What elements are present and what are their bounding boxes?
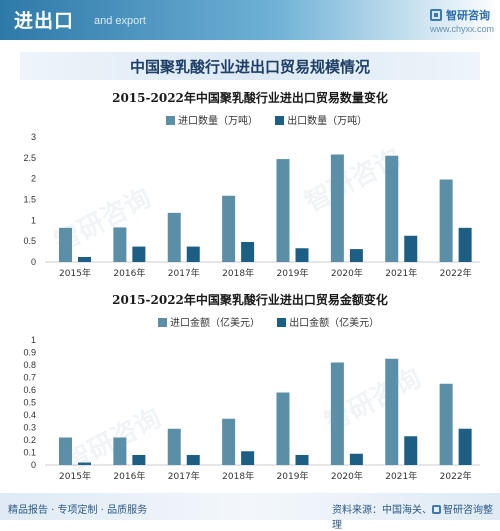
legend-label-import: 进口数量（万吨）: [178, 116, 258, 127]
bar-import: [330, 154, 344, 262]
x-tick-label: 2019年: [277, 267, 309, 279]
legend-swatch-import: [166, 116, 175, 125]
bar-import: [439, 179, 453, 262]
y-tick-label: 0: [31, 257, 36, 267]
y-tick-label: 0.6: [23, 385, 36, 395]
x-tick-label: 2015年: [59, 267, 91, 279]
chart-2-value: 0 0.1 0.2 0.3 0.4 0.5 0.6 0.7 0.8 0.9 1 2015年 2016年 2…: [23, 335, 480, 482]
bar-import: [167, 212, 181, 262]
bar-import: [276, 159, 290, 262]
bar-import: [330, 362, 344, 465]
chart-2-title: 2015-2022年中国聚乳酸行业进出口贸易金额变化: [112, 293, 388, 307]
y-tick-label: 0.3: [23, 423, 36, 433]
bar-export: [404, 235, 418, 262]
legend-label-export: 出口数量（万吨）: [287, 116, 368, 127]
y-tick-label: 0.4: [23, 410, 36, 420]
x-tick-label: 2018年: [222, 470, 254, 482]
header-banner: 进出口 and export 智研咨询 www.chyxx.com: [0, 0, 500, 40]
bar-export: [458, 227, 472, 262]
legend-label-import: 进口金额（亿美元）: [170, 318, 260, 329]
bar-export: [78, 257, 91, 262]
x-tick-label: 2021年: [385, 267, 417, 279]
x-tick-label: 2016年: [113, 470, 145, 482]
bar-import: [59, 227, 72, 262]
x-tick-label: 2015年: [59, 470, 91, 482]
x-tick-label: 2020年: [331, 470, 363, 482]
y-tick-label: 0.5: [23, 236, 36, 246]
chart-1-title: 2015-2022年中国聚乳酸行业进出口贸易数量变化: [112, 91, 388, 105]
bar-export: [186, 246, 200, 262]
y-tick-label: 0.9: [23, 348, 36, 358]
legend-label-export: 出口金额（亿美元）: [289, 318, 380, 329]
legend-item-export: 出口金额（亿美元）: [277, 318, 379, 329]
bar-import: [439, 383, 453, 465]
bar-import: [167, 428, 181, 465]
brand-name: 智研咨询: [446, 9, 490, 22]
bar-export: [349, 249, 363, 262]
x-tick-label: 2019年: [277, 470, 309, 482]
bar-export: [404, 436, 418, 465]
footer-slogan: 精品报告 · 专项定制 · 品质服务: [8, 505, 148, 516]
bar-export: [132, 246, 146, 262]
y-tick-label: 0.8: [23, 360, 36, 370]
bar-export: [295, 248, 309, 262]
chart-1-legend: 进口数量（万吨） 出口数量（万吨）: [166, 112, 381, 127]
legend-item-export: 出口数量（万吨）: [275, 116, 367, 127]
y-tick-label: 2.5: [23, 153, 36, 163]
legend-item-import: 进口金额（亿美元）: [158, 318, 260, 329]
x-tick-label: 2017年: [168, 470, 200, 482]
y-tick-label: 1: [31, 335, 36, 345]
bar-export: [349, 453, 363, 465]
bar-import: [222, 195, 236, 262]
y-tick-label: 0.2: [23, 435, 36, 445]
x-tick-label: 2022年: [440, 267, 472, 279]
bar-export: [78, 462, 91, 465]
x-tick-label: 2020年: [331, 267, 363, 279]
bar-export: [241, 451, 255, 465]
main-title: 中国聚乳酸行业进出口贸易规模情况: [129, 58, 370, 76]
x-tick-label: 2018年: [222, 267, 254, 279]
bar-import: [113, 227, 127, 262]
bar-import: [59, 437, 72, 465]
bar-export: [132, 455, 146, 465]
y-tick-label: 0: [31, 460, 36, 470]
bar-export: [186, 455, 200, 465]
x-tick-label: 2016年: [113, 267, 145, 279]
y-tick-label: 0.1: [23, 448, 36, 458]
footer-source: 资料来源：中国海关、 智研咨询整理: [332, 501, 500, 531]
bar-import: [276, 392, 290, 465]
brand-logo-icon: [430, 9, 442, 21]
footer-source-prefix: 资料来源：中国海关、: [332, 505, 432, 516]
footer-logo-icon: [432, 505, 441, 514]
header-subtitle: and export: [94, 15, 146, 27]
y-tick-label: 0.5: [23, 398, 36, 408]
bar-export: [295, 455, 309, 465]
bar-export: [458, 428, 472, 465]
bar-import: [222, 418, 236, 465]
bar-import: [385, 155, 399, 262]
y-tick-label: 1.5: [23, 195, 36, 205]
legend-item-import: 进口数量（万吨）: [166, 116, 258, 127]
footer-bar: 精品报告 · 专项定制 · 品质服务 资料来源：中国海关、 智研咨询整理: [0, 493, 500, 531]
legend-swatch-export: [277, 318, 287, 327]
chart-2-legend: 进口金额（亿美元） 出口金额（亿美元）: [158, 314, 393, 329]
brand-website: www.chyxx.com: [430, 24, 495, 34]
x-tick-label: 2021年: [385, 470, 417, 482]
bar-import: [385, 358, 399, 465]
bar-import: [113, 437, 127, 465]
legend-swatch-export: [275, 116, 285, 125]
x-tick-label: 2022年: [440, 470, 472, 482]
chart-1-quantity: 0 0.5 1 1.5 2 2.5 3 2015年 2016年 2017年 2018年 2019年 20…: [23, 132, 480, 279]
x-tick-label: 2017年: [168, 267, 200, 279]
main-title-band: 中国聚乳酸行业进出口贸易规模情况: [20, 52, 480, 80]
y-tick-label: 3: [31, 132, 36, 142]
header-title: 进出口: [14, 10, 75, 32]
legend-swatch-import: [158, 318, 167, 327]
bar-export: [241, 242, 255, 262]
y-tick-label: 1: [31, 215, 36, 225]
y-tick-label: 0.7: [23, 373, 36, 383]
y-tick-label: 2: [31, 174, 36, 184]
